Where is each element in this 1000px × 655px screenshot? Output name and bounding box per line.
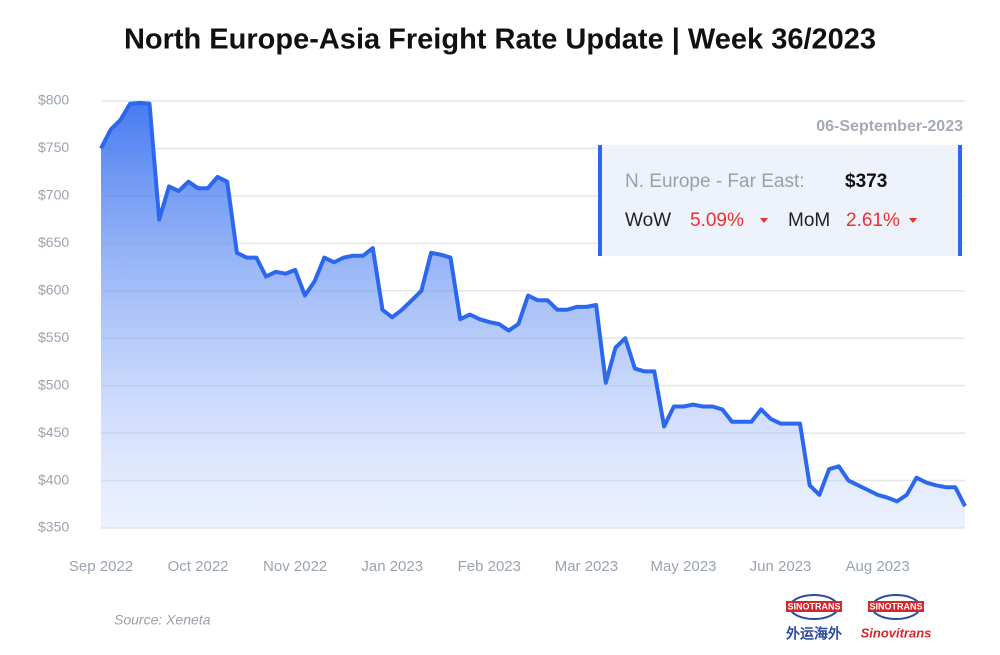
logo-band bbox=[868, 601, 924, 612]
y-tick-label: $700 bbox=[38, 187, 69, 203]
x-tick-label: Mar 2023 bbox=[555, 558, 618, 575]
chart-title: North Europe-Asia Freight Rate Update | … bbox=[124, 24, 876, 56]
tooltip-border bbox=[958, 145, 962, 256]
down-arrow bbox=[909, 218, 917, 223]
line bbox=[99, 100, 967, 508]
mom-label: MoM bbox=[788, 210, 830, 231]
x-tick-label: May 2023 bbox=[651, 558, 717, 575]
tooltip-price: $373 bbox=[845, 171, 887, 192]
source: Source: Xeneta bbox=[114, 612, 211, 628]
logo-caption: 外运海外 bbox=[786, 626, 842, 642]
x-tick-label: Oct 2022 bbox=[168, 558, 229, 575]
x-tick-label: Feb 2023 bbox=[458, 558, 521, 575]
down-arrow bbox=[760, 218, 768, 223]
y-tick-label: $450 bbox=[38, 424, 69, 440]
logo-text: SINOTRANS bbox=[869, 601, 922, 611]
y-tick-label: $750 bbox=[38, 139, 69, 155]
y-tick-label: $350 bbox=[38, 519, 69, 535]
logo-band bbox=[786, 601, 842, 612]
annotation-date: 06-September-2023 bbox=[816, 118, 963, 135]
tooltip-series: N. Europe - Far East: bbox=[625, 171, 805, 192]
tooltip-border bbox=[598, 145, 602, 256]
y-tick-label: $400 bbox=[38, 471, 69, 487]
x-tick-label: Sep 2022 bbox=[69, 558, 133, 575]
tooltip: N. Europe - Far East: $373 WoW 5.09% MoM… bbox=[598, 145, 962, 256]
logo-text: SINOTRANS bbox=[787, 601, 840, 611]
wow-label: WoW bbox=[625, 210, 671, 231]
x-tick-label: Aug 2023 bbox=[846, 558, 910, 575]
x-tick-label: Nov 2022 bbox=[263, 558, 327, 575]
y-tick-label: $600 bbox=[38, 281, 69, 297]
logo-caption: Sinovitrans bbox=[861, 625, 932, 640]
wow-value: 5.09% bbox=[690, 210, 744, 231]
x-tick-label: Jan 2023 bbox=[361, 558, 423, 575]
y-tick-label: $650 bbox=[38, 234, 69, 250]
tooltip-box bbox=[600, 145, 962, 256]
y-tick-label: $500 bbox=[38, 376, 69, 392]
mom-value: 2.61% bbox=[846, 210, 900, 231]
plot: $350 $400 $450 $500 $550 $600 $650 $700 $750 $800… bbox=[38, 92, 967, 575]
logos: SINOTRANS 外运海外 SINOTRANS Sinovitrans bbox=[786, 594, 932, 642]
y-tick-label: $800 bbox=[38, 92, 69, 108]
y-tick-label: $550 bbox=[38, 329, 69, 345]
x-tick-label: Jun 2023 bbox=[750, 558, 812, 575]
